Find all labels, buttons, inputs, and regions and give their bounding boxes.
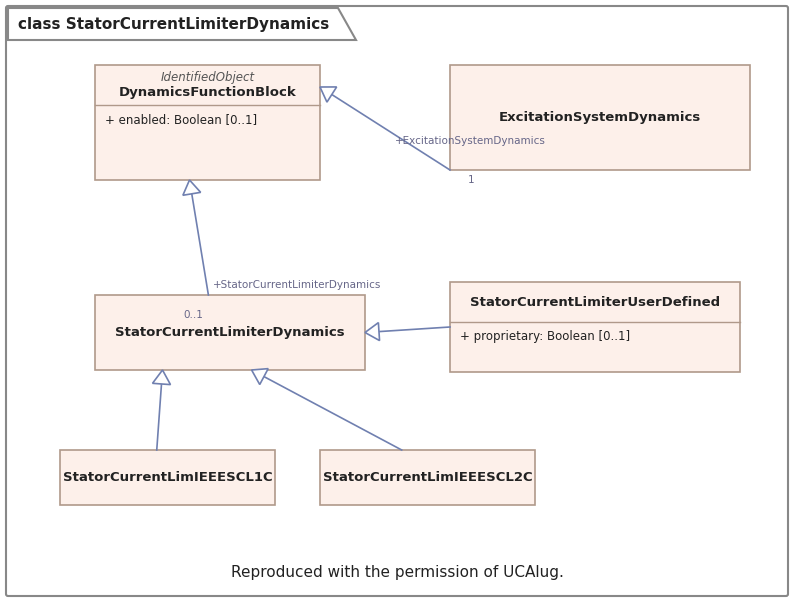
FancyBboxPatch shape — [450, 65, 750, 170]
FancyBboxPatch shape — [95, 65, 320, 180]
Text: + proprietary: Boolean [0..1]: + proprietary: Boolean [0..1] — [460, 330, 630, 343]
Text: 1: 1 — [468, 175, 475, 185]
Polygon shape — [320, 87, 337, 102]
Text: StatorCurrentLimIEEESCL2C: StatorCurrentLimIEEESCL2C — [322, 471, 532, 484]
FancyBboxPatch shape — [320, 450, 535, 505]
Polygon shape — [183, 180, 201, 195]
Text: StatorCurrentLimiterUserDefined: StatorCurrentLimiterUserDefined — [470, 296, 720, 308]
Text: StatorCurrentLimIEEESCL1C: StatorCurrentLimIEEESCL1C — [63, 471, 272, 484]
Text: +ExcitationSystemDynamics: +ExcitationSystemDynamics — [395, 137, 546, 146]
Text: class StatorCurrentLimiterDynamics: class StatorCurrentLimiterDynamics — [18, 17, 330, 33]
Text: ExcitationSystemDynamics: ExcitationSystemDynamics — [499, 111, 701, 124]
Text: IdentifiedObject: IdentifiedObject — [160, 70, 255, 84]
Polygon shape — [365, 323, 380, 341]
FancyBboxPatch shape — [450, 282, 740, 372]
FancyBboxPatch shape — [60, 450, 275, 505]
Text: 0..1: 0..1 — [183, 310, 203, 320]
Polygon shape — [8, 8, 356, 40]
FancyBboxPatch shape — [6, 6, 788, 596]
Text: Reproduced with the permission of UCAlug.: Reproduced with the permission of UCAlug… — [230, 565, 564, 580]
Text: +StatorCurrentLimiterDynamics: +StatorCurrentLimiterDynamics — [214, 280, 382, 290]
Text: StatorCurrentLimiterDynamics: StatorCurrentLimiterDynamics — [115, 326, 345, 339]
FancyBboxPatch shape — [95, 295, 365, 370]
Polygon shape — [152, 370, 171, 385]
Polygon shape — [252, 368, 268, 385]
Text: + enabled: Boolean [0..1]: + enabled: Boolean [0..1] — [105, 113, 257, 126]
Text: DynamicsFunctionBlock: DynamicsFunctionBlock — [118, 85, 296, 99]
